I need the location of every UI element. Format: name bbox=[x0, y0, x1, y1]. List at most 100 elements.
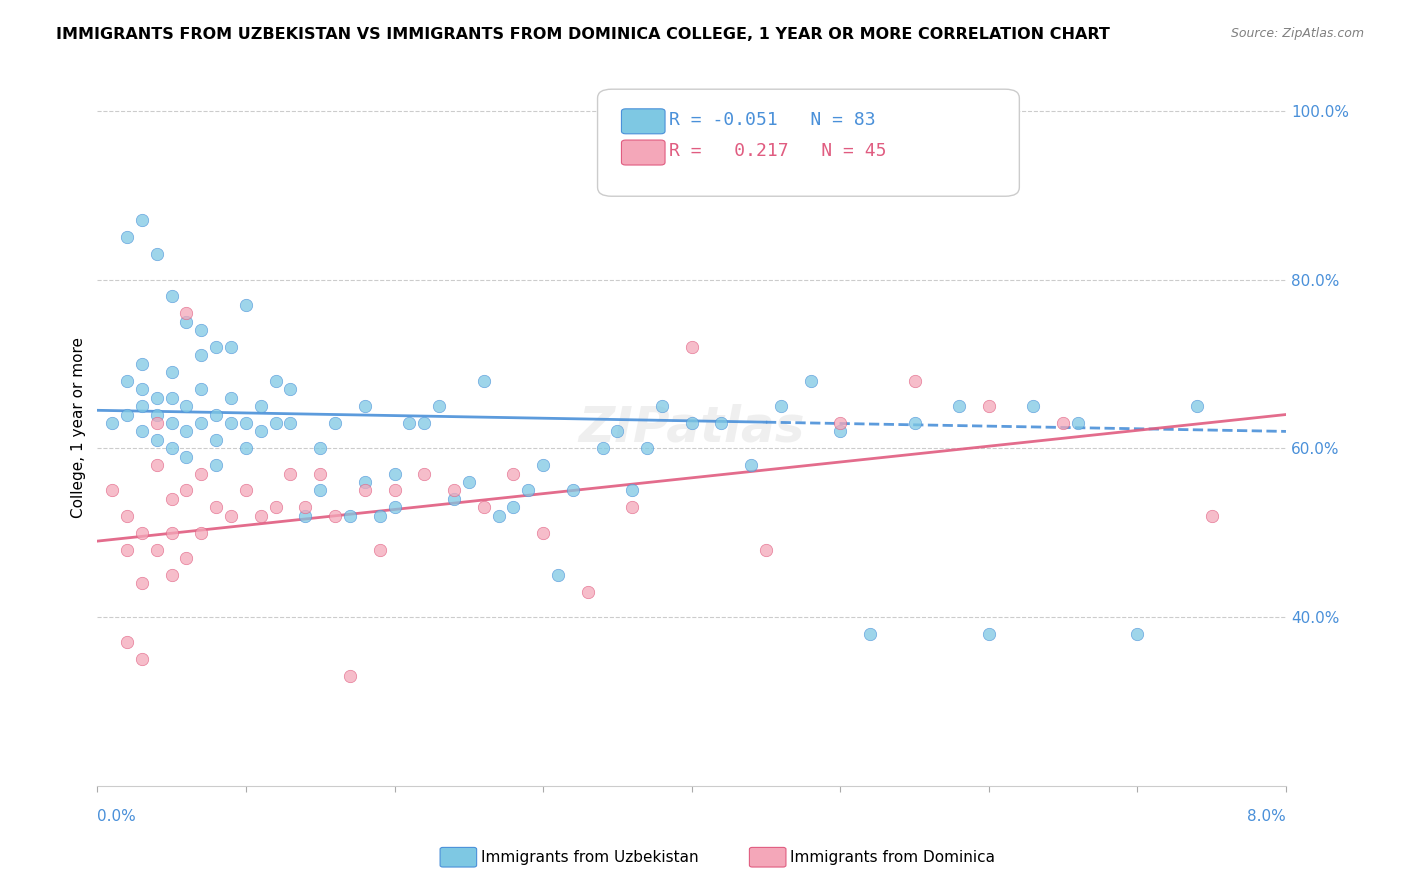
Point bbox=[769, 399, 792, 413]
Point bbox=[592, 442, 614, 456]
Point bbox=[309, 467, 332, 481]
Point bbox=[146, 433, 169, 447]
Point bbox=[190, 323, 212, 337]
Point bbox=[131, 382, 153, 396]
Point bbox=[131, 525, 153, 540]
Point bbox=[176, 551, 198, 566]
Point bbox=[131, 576, 153, 591]
Text: R =   0.217   N = 45: R = 0.217 N = 45 bbox=[669, 142, 887, 160]
Point bbox=[190, 467, 212, 481]
Point bbox=[235, 483, 257, 498]
Point bbox=[146, 542, 169, 557]
Point bbox=[176, 399, 198, 413]
Y-axis label: College, 1 year or more: College, 1 year or more bbox=[72, 336, 86, 517]
Point bbox=[427, 399, 450, 413]
Point bbox=[353, 483, 375, 498]
Point bbox=[176, 306, 198, 320]
Point bbox=[368, 542, 391, 557]
Point bbox=[651, 399, 673, 413]
Point bbox=[146, 247, 169, 261]
Point bbox=[219, 416, 242, 430]
Point bbox=[160, 442, 183, 456]
Point bbox=[264, 500, 287, 515]
Point bbox=[1185, 399, 1208, 413]
Point bbox=[190, 525, 212, 540]
Point bbox=[146, 408, 169, 422]
Point bbox=[472, 374, 495, 388]
Point bbox=[457, 475, 479, 489]
Point bbox=[681, 340, 703, 354]
Point bbox=[264, 374, 287, 388]
Point bbox=[280, 467, 302, 481]
Point bbox=[517, 483, 540, 498]
Point bbox=[264, 416, 287, 430]
Text: ZIPatlas: ZIPatlas bbox=[578, 403, 804, 451]
Point bbox=[294, 500, 316, 515]
Text: IMMIGRANTS FROM UZBEKISTAN VS IMMIGRANTS FROM DOMINICA COLLEGE, 1 YEAR OR MORE C: IMMIGRANTS FROM UZBEKISTAN VS IMMIGRANTS… bbox=[56, 27, 1111, 42]
Point bbox=[502, 467, 524, 481]
Point bbox=[755, 542, 778, 557]
Point bbox=[384, 500, 406, 515]
Point bbox=[413, 416, 436, 430]
Text: Source: ZipAtlas.com: Source: ZipAtlas.com bbox=[1230, 27, 1364, 40]
Point bbox=[249, 425, 271, 439]
Point bbox=[115, 408, 138, 422]
Point bbox=[176, 483, 198, 498]
Point bbox=[710, 416, 733, 430]
Point bbox=[1022, 399, 1045, 413]
Point bbox=[101, 483, 124, 498]
Point bbox=[339, 508, 361, 523]
Point bbox=[219, 340, 242, 354]
Point bbox=[368, 508, 391, 523]
Point bbox=[339, 669, 361, 683]
Point bbox=[190, 416, 212, 430]
Point bbox=[681, 416, 703, 430]
Point bbox=[977, 399, 1000, 413]
Point bbox=[398, 416, 420, 430]
Point bbox=[101, 416, 124, 430]
Point bbox=[235, 442, 257, 456]
Point bbox=[1052, 416, 1074, 430]
Point bbox=[146, 391, 169, 405]
Point bbox=[309, 483, 332, 498]
Point bbox=[115, 542, 138, 557]
Text: 0.0%: 0.0% bbox=[97, 809, 136, 824]
Point bbox=[472, 500, 495, 515]
Point bbox=[115, 230, 138, 244]
Point bbox=[146, 458, 169, 472]
Point bbox=[160, 391, 183, 405]
Point bbox=[131, 652, 153, 666]
Text: Immigrants from Uzbekistan: Immigrants from Uzbekistan bbox=[481, 850, 699, 864]
Point bbox=[1067, 416, 1090, 430]
Point bbox=[606, 425, 628, 439]
Point bbox=[190, 382, 212, 396]
Point bbox=[323, 416, 346, 430]
Point bbox=[413, 467, 436, 481]
Point bbox=[249, 508, 271, 523]
Point bbox=[115, 374, 138, 388]
Point bbox=[561, 483, 583, 498]
Point bbox=[621, 483, 644, 498]
Point bbox=[115, 508, 138, 523]
Point bbox=[205, 340, 228, 354]
Point bbox=[176, 450, 198, 464]
Point bbox=[830, 425, 852, 439]
Point bbox=[799, 374, 821, 388]
Point bbox=[131, 357, 153, 371]
Point bbox=[280, 382, 302, 396]
Point bbox=[160, 525, 183, 540]
Point bbox=[131, 213, 153, 227]
Point bbox=[205, 458, 228, 472]
Point bbox=[219, 508, 242, 523]
Point bbox=[160, 491, 183, 506]
Point bbox=[903, 416, 925, 430]
Point bbox=[309, 442, 332, 456]
Point bbox=[740, 458, 762, 472]
Point bbox=[353, 399, 375, 413]
Point bbox=[160, 416, 183, 430]
Point bbox=[859, 627, 882, 641]
Point bbox=[531, 458, 554, 472]
Text: 8.0%: 8.0% bbox=[1247, 809, 1286, 824]
Point bbox=[176, 425, 198, 439]
Point bbox=[443, 483, 465, 498]
